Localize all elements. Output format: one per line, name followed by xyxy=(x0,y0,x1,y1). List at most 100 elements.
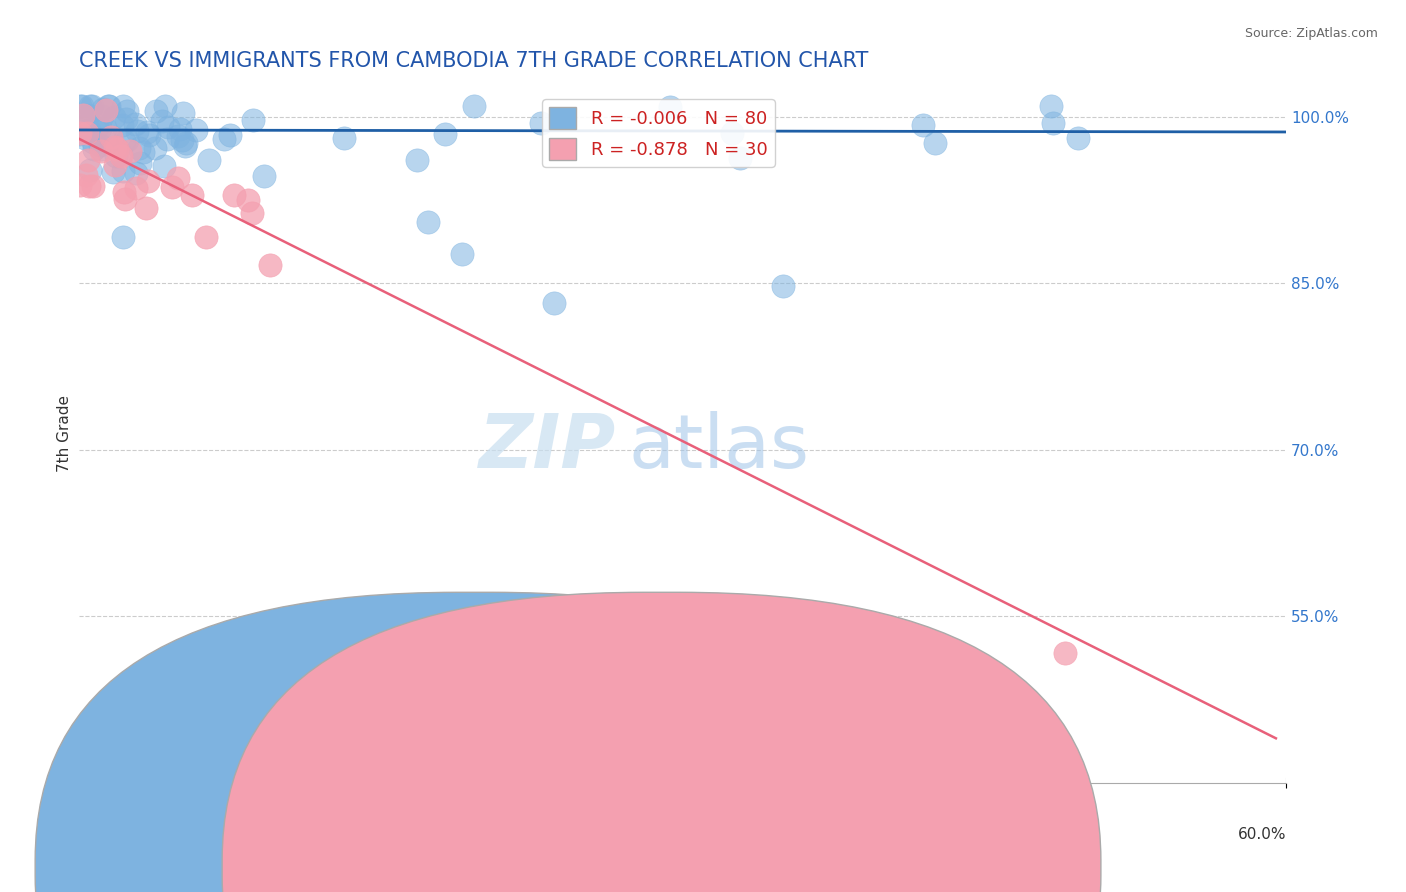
Point xyxy=(103,110,125,124)
Point xyxy=(73,120,96,134)
Point xyxy=(127,124,149,138)
Point xyxy=(772,278,794,293)
Point xyxy=(128,141,150,155)
Point xyxy=(138,128,160,142)
Y-axis label: 7th Grade: 7th Grade xyxy=(58,394,72,472)
Point xyxy=(433,128,456,142)
Point xyxy=(100,129,122,144)
Point xyxy=(89,121,111,136)
Point xyxy=(186,123,208,137)
Point xyxy=(91,102,114,116)
Point xyxy=(242,112,264,127)
Point xyxy=(69,126,91,140)
Point xyxy=(69,98,91,112)
Point xyxy=(115,112,138,126)
Point xyxy=(75,169,97,183)
Point xyxy=(236,193,259,207)
Point xyxy=(111,119,134,133)
Point xyxy=(218,128,240,142)
Point xyxy=(131,145,153,159)
Point xyxy=(924,136,946,150)
Point xyxy=(1042,116,1064,130)
Point xyxy=(90,144,112,158)
Point xyxy=(110,149,132,163)
Text: Source: ZipAtlas.com: Source: ZipAtlas.com xyxy=(1244,27,1378,40)
Point xyxy=(659,99,682,113)
Point xyxy=(124,117,146,131)
Text: Immigrants from Cambodia: Immigrants from Cambodia xyxy=(700,856,911,871)
Point xyxy=(125,181,148,195)
Text: 0.0%: 0.0% xyxy=(79,827,118,842)
Point xyxy=(97,98,120,112)
Point xyxy=(721,126,744,140)
Point xyxy=(114,193,136,207)
Point xyxy=(1053,646,1076,660)
Point xyxy=(198,153,221,167)
Point xyxy=(111,164,134,178)
Point xyxy=(157,120,180,134)
Point xyxy=(195,230,218,244)
Point xyxy=(115,103,138,118)
Point xyxy=(212,132,235,146)
Point xyxy=(120,144,142,158)
Point xyxy=(253,169,276,183)
Point xyxy=(135,124,157,138)
Point xyxy=(135,201,157,215)
Point xyxy=(451,247,474,261)
Point xyxy=(167,170,190,185)
Point xyxy=(240,206,263,220)
Point xyxy=(110,147,132,161)
Point xyxy=(136,174,159,188)
Point xyxy=(72,108,94,122)
Point xyxy=(156,132,179,146)
Point xyxy=(530,116,553,130)
Point xyxy=(79,163,101,178)
Point xyxy=(82,98,104,112)
Point xyxy=(77,153,100,167)
Point xyxy=(105,142,128,156)
Text: atlas: atlas xyxy=(628,410,810,483)
Point xyxy=(174,136,197,150)
Point xyxy=(104,149,127,163)
Point xyxy=(1039,99,1062,113)
Point xyxy=(406,153,429,168)
Point xyxy=(103,165,125,179)
Point xyxy=(160,180,183,194)
Point xyxy=(181,187,204,202)
Point xyxy=(82,178,104,193)
Point xyxy=(83,142,105,156)
Point xyxy=(112,134,135,148)
Point xyxy=(166,129,188,144)
Point xyxy=(82,135,104,149)
Point xyxy=(77,179,100,194)
Point xyxy=(70,98,93,112)
Point xyxy=(96,136,118,150)
Point xyxy=(416,215,439,229)
Point xyxy=(543,296,565,310)
Point xyxy=(111,98,134,112)
Point xyxy=(98,98,121,112)
Point xyxy=(91,109,114,123)
Point xyxy=(155,98,177,112)
Point xyxy=(222,187,245,202)
Point xyxy=(86,120,108,134)
Text: 60.0%: 60.0% xyxy=(1237,827,1286,842)
Point xyxy=(172,133,194,147)
Point xyxy=(152,114,174,128)
Point xyxy=(112,230,135,244)
Point xyxy=(77,123,100,137)
Point xyxy=(333,131,356,145)
Point xyxy=(94,103,117,117)
Text: CREEK VS IMMIGRANTS FROM CAMBODIA 7TH GRADE CORRELATION CHART: CREEK VS IMMIGRANTS FROM CAMBODIA 7TH GR… xyxy=(79,51,869,70)
Point xyxy=(1067,130,1090,145)
Point xyxy=(259,258,281,272)
Point xyxy=(79,98,101,112)
Point xyxy=(912,118,935,132)
Point xyxy=(73,130,96,145)
Point xyxy=(90,142,112,156)
Point xyxy=(153,159,176,173)
Point xyxy=(115,132,138,146)
Text: ZIP: ZIP xyxy=(479,410,616,483)
Point xyxy=(463,98,485,112)
Point xyxy=(143,141,166,155)
